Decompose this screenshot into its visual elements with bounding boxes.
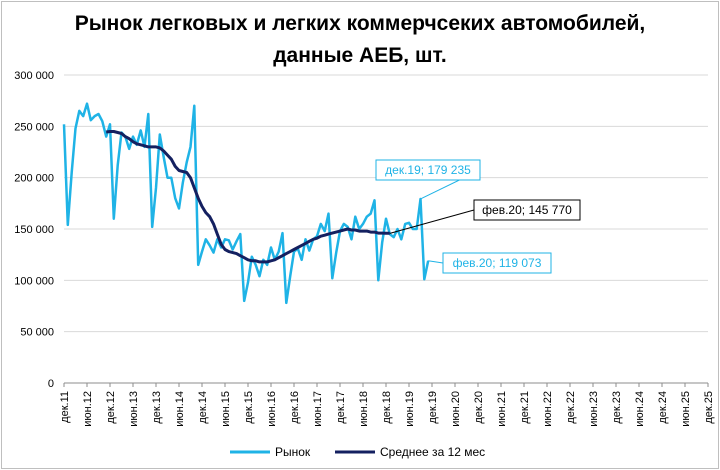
x-tick-label: июн.21 xyxy=(496,391,508,427)
y-tick-label: 50 000 xyxy=(20,327,54,339)
x-tick-label: дек.16 xyxy=(289,391,301,424)
annotation-feb20-average-box xyxy=(473,199,581,221)
chart-title-line-2: данные АЕБ, шт. xyxy=(273,44,447,67)
x-tick-label: июн.20 xyxy=(450,391,462,427)
y-tick-label: 250 000 xyxy=(14,121,54,133)
x-tick-label: дек.11 xyxy=(59,391,71,423)
x-tick-label: дек.12 xyxy=(105,391,117,424)
x-tick-label: дек.22 xyxy=(565,391,577,424)
x-tick-label: июн.13 xyxy=(128,391,140,427)
x-tick-label: июн.14 xyxy=(174,391,186,427)
annotation-feb20-average-text: фев.20; 145 770 xyxy=(482,203,572,217)
y-tick-label: 300 000 xyxy=(14,70,54,82)
x-tick-label: июн.25 xyxy=(680,391,692,427)
x-tick-label: июн.19 xyxy=(404,391,416,427)
annotation-feb20-market-text: фев.20; 119 073 xyxy=(453,256,542,270)
series-line-average xyxy=(106,130,390,264)
annotation-dec19-box xyxy=(375,159,481,181)
legend-label-average: Среднее за 12 мес xyxy=(380,445,485,459)
x-tick-label: июн.24 xyxy=(634,391,646,427)
x-tick-label: июн.17 xyxy=(312,391,324,427)
x-tick-label: дек.14 xyxy=(197,391,209,424)
chart-title-line-1: Рынок легковых и легких коммерчсеких авт… xyxy=(74,12,646,35)
legend-label-market: Рынок xyxy=(275,445,311,459)
x-tick-label: дек.17 xyxy=(335,391,347,424)
x-tick-label: июн.15 xyxy=(220,391,232,427)
x-tick-label: июн.16 xyxy=(266,391,278,427)
legend: Рынок Среднее за 12 мес xyxy=(230,445,485,459)
chart-title: Рынок легковых и легких коммерчсеких авт… xyxy=(0,8,720,72)
grid xyxy=(63,74,709,387)
x-tick-label: июн.23 xyxy=(588,391,600,427)
x-tick-label: дек.20 xyxy=(473,391,485,424)
x-tick-label: дек.18 xyxy=(381,391,393,424)
annotation-feb20-market-leader xyxy=(428,260,444,264)
x-tick-label: июн.12 xyxy=(82,391,94,427)
y-tick-label: 200 000 xyxy=(14,173,54,185)
x-tick-label: дек.24 xyxy=(657,391,669,424)
y-axis-ticks: 0 50 000 100 000 150 000 200 000 250 000 300 0… xyxy=(14,70,54,390)
x-tick-label: дек.15 xyxy=(243,391,255,424)
x-tick-label: июн.22 xyxy=(542,391,554,427)
y-tick-label: 100 000 xyxy=(14,275,54,287)
annotation-dec19-text: дек.19; 179 235 xyxy=(385,163,471,177)
y-tick-label: 0 xyxy=(48,378,54,390)
x-tick-label: июн.18 xyxy=(358,391,370,427)
x-axis-ticks: дек.11 июн.12 дек.12 июн.13 дек.13 июн.14 дек.… xyxy=(59,391,715,427)
x-tick-label: дек.21 xyxy=(519,391,531,424)
annotations: дек.19; 179 235 фев.20; 145 770 фев.20; 11… xyxy=(375,159,581,274)
x-tick-label: дек.19 xyxy=(427,391,439,424)
x-tick-label: дек.13 xyxy=(151,391,163,424)
x-tick-label: дек.25 xyxy=(703,391,715,424)
y-tick-label: 150 000 xyxy=(14,224,54,236)
annotation-feb20-average-leader xyxy=(389,209,475,234)
x-tick-label: дек.23 xyxy=(611,391,623,424)
series-lines xyxy=(62,102,430,305)
annotation-feb20-market-box xyxy=(442,252,552,274)
